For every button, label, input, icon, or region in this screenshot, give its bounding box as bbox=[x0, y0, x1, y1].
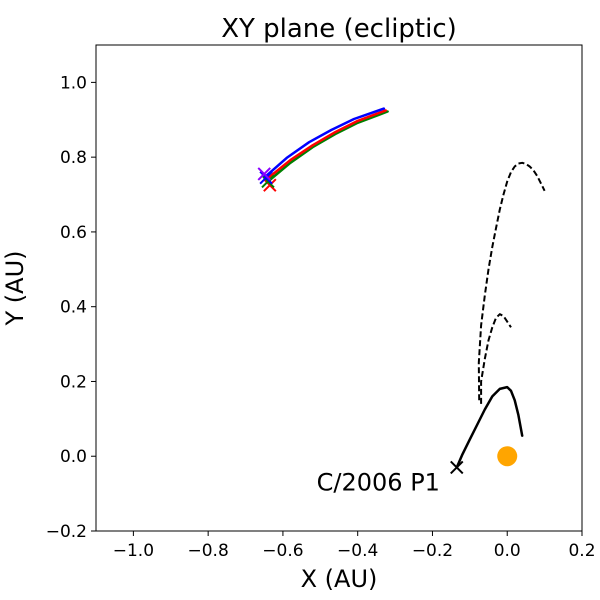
axes-frame bbox=[95, 44, 583, 532]
x-tick-label: −0.8 bbox=[188, 541, 229, 561]
y-tick-label: 0.4 bbox=[60, 298, 87, 318]
x-tick-label: 0.0 bbox=[494, 541, 521, 561]
x-tick-label: −0.2 bbox=[412, 541, 453, 561]
series-line-2 bbox=[262, 107, 386, 179]
plot-area: C/2006 P1 bbox=[257, 107, 546, 496]
x-tick-label: −0.4 bbox=[337, 541, 378, 561]
x-tick-label: 0.2 bbox=[568, 541, 595, 561]
y-tick-label: 0.2 bbox=[60, 372, 87, 392]
axis-ticks: −1.0 −0.8 −0.6 −0.4 −0.2 0.0 0.2 −0.2 0.0 0.2 0.4 0… bbox=[46, 73, 596, 561]
series-line-1 bbox=[264, 109, 387, 181]
series-line-5 bbox=[477, 161, 546, 401]
x-axis-label: X (AU) bbox=[301, 565, 378, 593]
x-marker-4 bbox=[450, 460, 464, 475]
series-line-3 bbox=[455, 385, 524, 469]
y-tick-label: 0.8 bbox=[60, 148, 87, 168]
series-line-4 bbox=[480, 313, 512, 404]
x-marker-0 bbox=[263, 178, 277, 192]
annotation-label-0: C/2006 P1 bbox=[317, 468, 440, 496]
y-tick-label: 1.0 bbox=[60, 73, 87, 93]
sun-marker bbox=[497, 446, 518, 467]
x-tick-label: −1.0 bbox=[113, 541, 154, 561]
x-marker-1 bbox=[261, 174, 275, 189]
y-tick-label: 0.0 bbox=[60, 447, 87, 467]
y-tick-label: −0.2 bbox=[46, 522, 87, 542]
y-tick-label: 0.6 bbox=[60, 223, 87, 243]
chart-title: XY plane (ecliptic) bbox=[221, 14, 457, 44]
y-axis-label: Y (AU) bbox=[1, 251, 29, 327]
x-marker-2 bbox=[259, 171, 273, 185]
series-line-0 bbox=[266, 110, 389, 183]
x-marker-3 bbox=[257, 167, 271, 181]
x-tick-label: −0.6 bbox=[262, 541, 303, 561]
